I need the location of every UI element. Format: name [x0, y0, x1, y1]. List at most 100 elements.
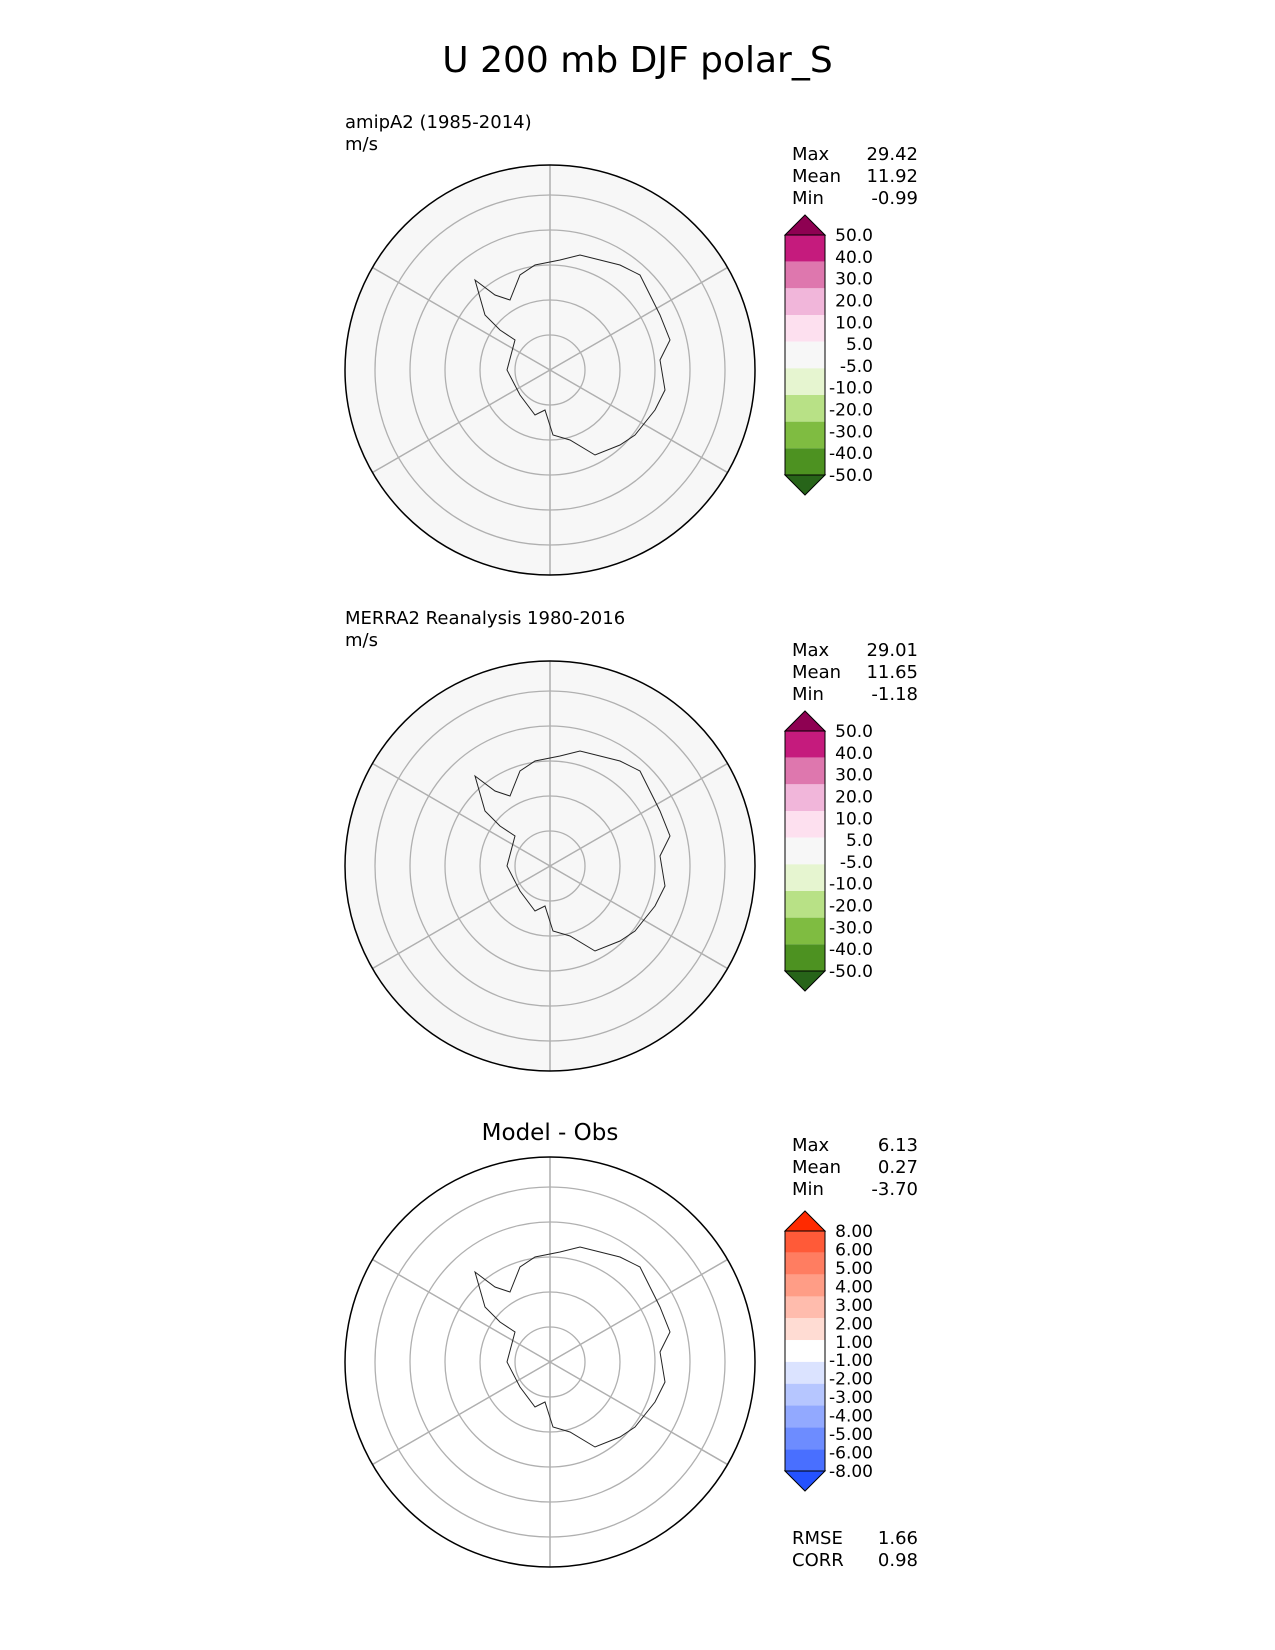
colorbar-segment	[785, 944, 825, 971]
min-value: -3.70	[871, 1179, 918, 1200]
colorbar-tick-label: 1.00	[835, 1333, 873, 1353]
colorbar-extend-bottom	[783, 1470, 827, 1492]
colorbar-tick-label: 3.00	[835, 1296, 873, 1316]
colorbar-tick-label: 10.0	[835, 313, 873, 333]
figure-title: U 200 mb DJF polar_S	[442, 40, 833, 81]
panel-1-stats: Max 29.42 Mean 11.92 Min -0.99	[792, 144, 918, 210]
panel-3-colorbar: 8.006.005.004.003.002.001.00-1.00-2.00-3…	[783, 1210, 873, 1492]
colorbar-segment	[785, 731, 825, 758]
colorbar-extend-bottom	[783, 474, 827, 496]
panel-3-stats: Max 6.13 Mean 0.27 Min -3.70	[792, 1135, 918, 1201]
colorbar-tick-label: -5.0	[840, 357, 873, 377]
colorbar-tick-label: -5.00	[829, 1425, 873, 1445]
max-label: Max	[792, 1135, 830, 1156]
colorbar-segment	[785, 1361, 825, 1384]
panel-2-units: m/s	[345, 630, 378, 651]
colorbar-extend-top	[783, 710, 827, 732]
colorbar-segment	[785, 864, 825, 891]
mean-label: Mean	[792, 662, 842, 683]
corr-label: CORR	[792, 1550, 844, 1571]
colorbar-segment	[785, 811, 825, 838]
colorbar-tick-label: -40.0	[829, 444, 873, 464]
colorbar-segment	[785, 1383, 825, 1406]
mean-value: 0.27	[877, 1157, 918, 1178]
colorbar-extend-bottom	[783, 970, 827, 992]
colorbar-segment	[785, 1449, 825, 1471]
panel-3-title: Model - Obs	[481, 1120, 619, 1146]
colorbar-segment	[785, 448, 825, 475]
colorbar-segment	[785, 395, 825, 422]
colorbar-tick-label: -3.00	[829, 1388, 873, 1408]
panel-1-colorbar: 50.040.030.020.010.05.0-5.0-10.0-20.0-30…	[783, 214, 873, 496]
colorbar-tick-label: 5.00	[835, 1259, 873, 1279]
colorbar-segment	[785, 1405, 825, 1428]
colorbar-tick-label: -10.0	[829, 379, 873, 399]
max-value: 29.01	[866, 640, 918, 661]
colorbar-tick-label: -30.0	[829, 422, 873, 442]
colorbar-tick-label: 40.0	[835, 248, 873, 268]
colorbar-tick-label: -30.0	[829, 918, 873, 938]
colorbar-segment	[785, 235, 825, 262]
colorbar-segment	[785, 757, 825, 785]
colorbar-tick-label: 30.0	[835, 270, 873, 290]
colorbar-segment	[785, 1274, 825, 1297]
colorbar-segment	[785, 288, 825, 315]
colorbar-tick-label: -20.0	[829, 897, 873, 917]
coastline	[474, 750, 671, 952]
min-label: Min	[792, 188, 824, 209]
colorbar-tick-label: -6.00	[829, 1444, 873, 1464]
colorbar-segment	[785, 1252, 825, 1275]
colorbar-tick-label: 2.00	[835, 1314, 873, 1334]
colorbar-frame	[784, 1230, 826, 1472]
rmse-label: RMSE	[792, 1528, 843, 1549]
panel-3-map	[344, 1156, 756, 1568]
max-label: Max	[792, 144, 830, 165]
map-boundary	[344, 660, 756, 1072]
colorbar-extend-top	[783, 1210, 827, 1232]
colorbar-tick-label: -20.0	[829, 401, 873, 421]
colorbar-segment	[785, 315, 825, 342]
colorbar-tick-label: 5.0	[846, 335, 873, 355]
colorbar-tick-label: -4.00	[829, 1407, 873, 1427]
panel-3-metrics: RMSE 1.66 CORR 0.98	[792, 1528, 918, 1572]
coastline	[474, 1246, 671, 1448]
colorbar-tick-label: -1.00	[829, 1351, 873, 1371]
min-label: Min	[792, 1179, 824, 1200]
colorbar-segment	[785, 1340, 825, 1362]
colorbar-tick-label: 20.0	[835, 787, 873, 807]
meridian-gridline	[372, 762, 728, 970]
colorbar-segment	[785, 784, 825, 811]
colorbar-segment	[785, 341, 825, 369]
colorbar-tick-label: -5.0	[840, 853, 873, 873]
mean-label: Mean	[792, 166, 842, 187]
min-label: Min	[792, 684, 824, 705]
colorbar-tick-label: -10.0	[829, 875, 873, 895]
colorbar-tick-label: -2.00	[829, 1370, 873, 1390]
colorbar-segment	[785, 1231, 825, 1253]
colorbar-tick-label: -50.0	[829, 962, 873, 982]
panel-1-units: m/s	[345, 134, 378, 155]
panel-2-stats: Max 29.01 Mean 11.65 Min -1.18	[792, 640, 918, 706]
panel-2-colorbar: 50.040.030.020.010.05.0-5.0-10.0-20.0-30…	[783, 710, 873, 992]
mean-value: 11.92	[866, 166, 918, 187]
meridian-gridline	[372, 266, 728, 474]
coastline	[474, 254, 671, 456]
colorbar-tick-label: -8.00	[829, 1462, 873, 1482]
colorbar-frame	[784, 234, 826, 476]
colorbar-segment	[785, 421, 825, 449]
colorbar-tick-label: 6.00	[835, 1240, 873, 1260]
colorbar-segment	[785, 837, 825, 865]
panel-2-name: MERRA2 Reanalysis 1980-2016	[345, 608, 626, 629]
colorbar-tick-label: 30.0	[835, 766, 873, 786]
colorbar-tick-label: 8.00	[835, 1222, 873, 1242]
map-boundary	[344, 1156, 756, 1568]
min-value: -0.99	[871, 188, 918, 209]
corr-value: 0.98	[877, 1550, 918, 1571]
colorbar-tick-label: -40.0	[829, 940, 873, 960]
colorbar-tick-label: 20.0	[835, 291, 873, 311]
colorbar-tick-label: 40.0	[835, 744, 873, 764]
mean-value: 11.65	[866, 662, 918, 683]
colorbar-extend-top	[783, 214, 827, 236]
colorbar-tick-label: 50.0	[835, 722, 873, 742]
colorbar-tick-label: 10.0	[835, 809, 873, 829]
